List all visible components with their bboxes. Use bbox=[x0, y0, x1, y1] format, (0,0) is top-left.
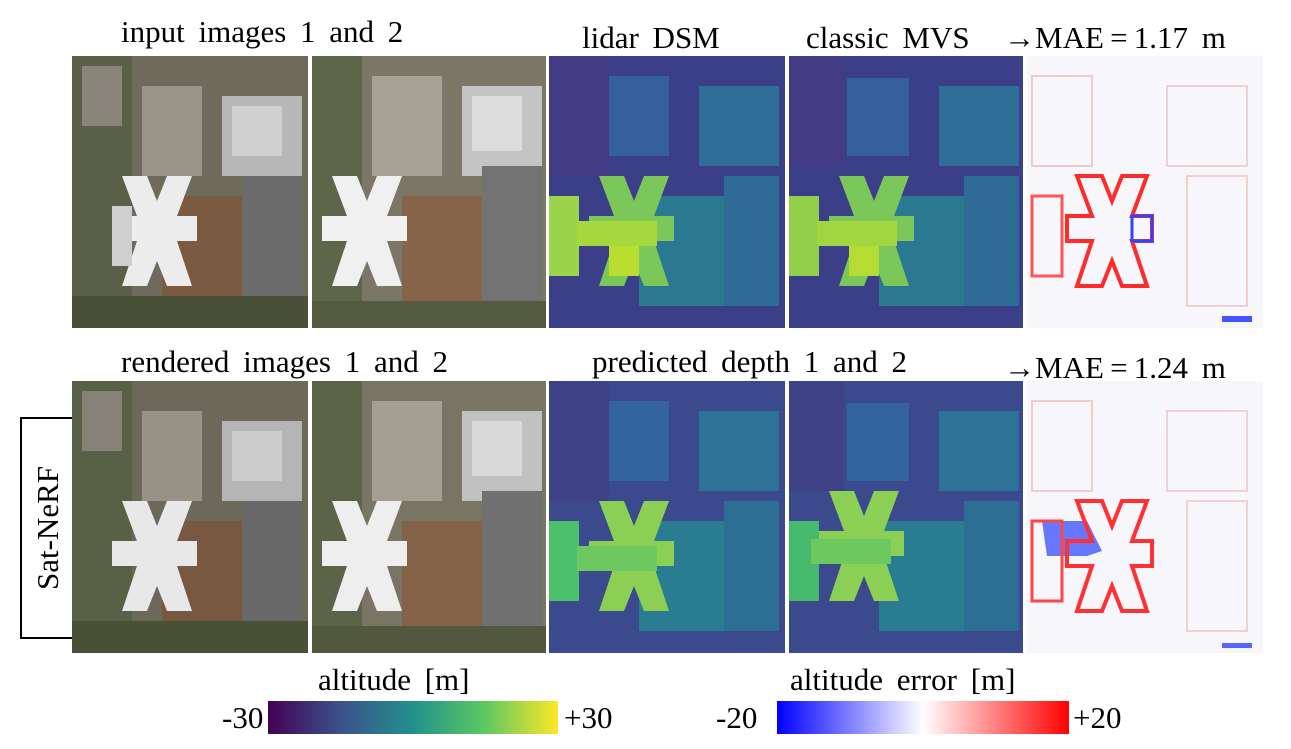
lidar-dsm-label: lidar DSM bbox=[582, 20, 720, 55]
predicted-depth-label: predicted depth 1 and 2 bbox=[592, 344, 907, 379]
mvs-error-map bbox=[1027, 56, 1263, 328]
error-max-label: +20 bbox=[1073, 700, 1122, 735]
mae-label-row1: →MAE = 1.17 m bbox=[1004, 20, 1226, 55]
error-min-label: -20 bbox=[716, 700, 758, 735]
satnerf-error-map bbox=[1027, 381, 1263, 653]
mae-label-row2: →MAE = 1.24 m bbox=[1004, 350, 1226, 385]
method-label: Sat-NeRF bbox=[30, 466, 65, 590]
altitude-min-label: -30 bbox=[222, 700, 264, 735]
predicted-depth-2 bbox=[789, 381, 1023, 653]
error-colorbar-title: altitude error [m] bbox=[790, 662, 1016, 697]
input-images-label: input images 1 and 2 bbox=[121, 14, 404, 49]
altitude-max-label: +30 bbox=[564, 700, 613, 735]
classic-mvs-label: classic MVS bbox=[806, 20, 970, 55]
classic-mvs-map bbox=[789, 56, 1023, 328]
input-image-1 bbox=[72, 56, 308, 328]
altitude-colorbar bbox=[268, 701, 558, 734]
rendered-image-2 bbox=[312, 381, 546, 653]
error-colorbar bbox=[777, 701, 1069, 734]
lidar-dsm-map bbox=[549, 56, 785, 328]
rendered-image-1 bbox=[72, 381, 308, 653]
rendered-images-label: rendered images 1 and 2 bbox=[121, 344, 448, 379]
input-image-2 bbox=[312, 56, 546, 328]
predicted-depth-1 bbox=[549, 381, 785, 653]
altitude-colorbar-title: altitude [m] bbox=[318, 662, 470, 697]
